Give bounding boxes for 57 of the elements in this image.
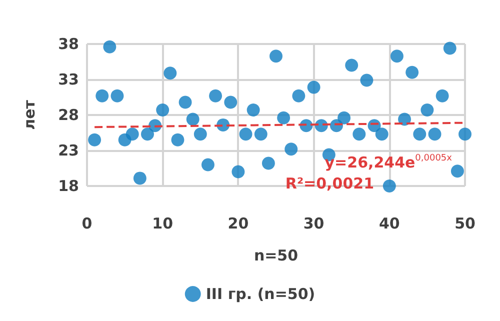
point bbox=[126, 128, 139, 141]
point bbox=[110, 89, 124, 102]
point bbox=[96, 89, 109, 102]
point bbox=[239, 128, 252, 141]
point bbox=[450, 164, 464, 178]
point bbox=[246, 104, 260, 117]
point bbox=[254, 128, 268, 141]
point bbox=[436, 89, 449, 102]
point bbox=[270, 50, 282, 63]
point bbox=[398, 112, 412, 126]
point bbox=[352, 128, 366, 141]
y-tick-label: 38 bbox=[58, 35, 79, 53]
point bbox=[232, 165, 245, 178]
point bbox=[277, 111, 290, 124]
y-tick-label: 18 bbox=[58, 177, 79, 195]
point bbox=[178, 96, 192, 109]
y-axis-title: лет bbox=[20, 100, 38, 130]
point bbox=[382, 180, 396, 192]
y-tick-label: 28 bbox=[58, 106, 79, 124]
point bbox=[171, 133, 184, 146]
point bbox=[133, 172, 146, 185]
point bbox=[262, 156, 275, 170]
point bbox=[201, 158, 214, 172]
x-tick-label: 10 bbox=[152, 214, 174, 232]
point bbox=[284, 142, 298, 156]
point bbox=[420, 104, 434, 117]
point bbox=[360, 74, 374, 87]
point bbox=[186, 112, 200, 126]
x-tick-label: 0 bbox=[82, 214, 92, 232]
legend-label: III гр. (n=50) bbox=[206, 285, 316, 303]
point bbox=[103, 40, 116, 54]
x-tick-label: 30 bbox=[303, 214, 324, 232]
point bbox=[209, 89, 222, 102]
point bbox=[292, 89, 306, 102]
point bbox=[443, 42, 456, 55]
point bbox=[345, 58, 358, 72]
point bbox=[428, 128, 442, 141]
point bbox=[406, 66, 419, 79]
y-tick-label: 33 bbox=[58, 70, 79, 88]
annotation: R²=0,0021 bbox=[285, 174, 374, 192]
point bbox=[194, 128, 207, 141]
point bbox=[338, 111, 351, 124]
x-axis-title: n=50 bbox=[254, 246, 298, 264]
x-tick-label: 40 bbox=[378, 214, 400, 232]
point bbox=[375, 128, 388, 141]
point bbox=[413, 128, 426, 141]
x-tick-label: 20 bbox=[228, 214, 249, 232]
point bbox=[156, 104, 170, 117]
x-tick-label: 50 bbox=[454, 214, 476, 232]
point bbox=[140, 128, 154, 141]
point bbox=[224, 96, 238, 109]
point bbox=[88, 133, 102, 146]
point bbox=[307, 80, 320, 94]
point bbox=[458, 128, 472, 141]
y-tick-label: 23 bbox=[58, 142, 79, 160]
point bbox=[164, 66, 177, 80]
point bbox=[390, 50, 404, 63]
